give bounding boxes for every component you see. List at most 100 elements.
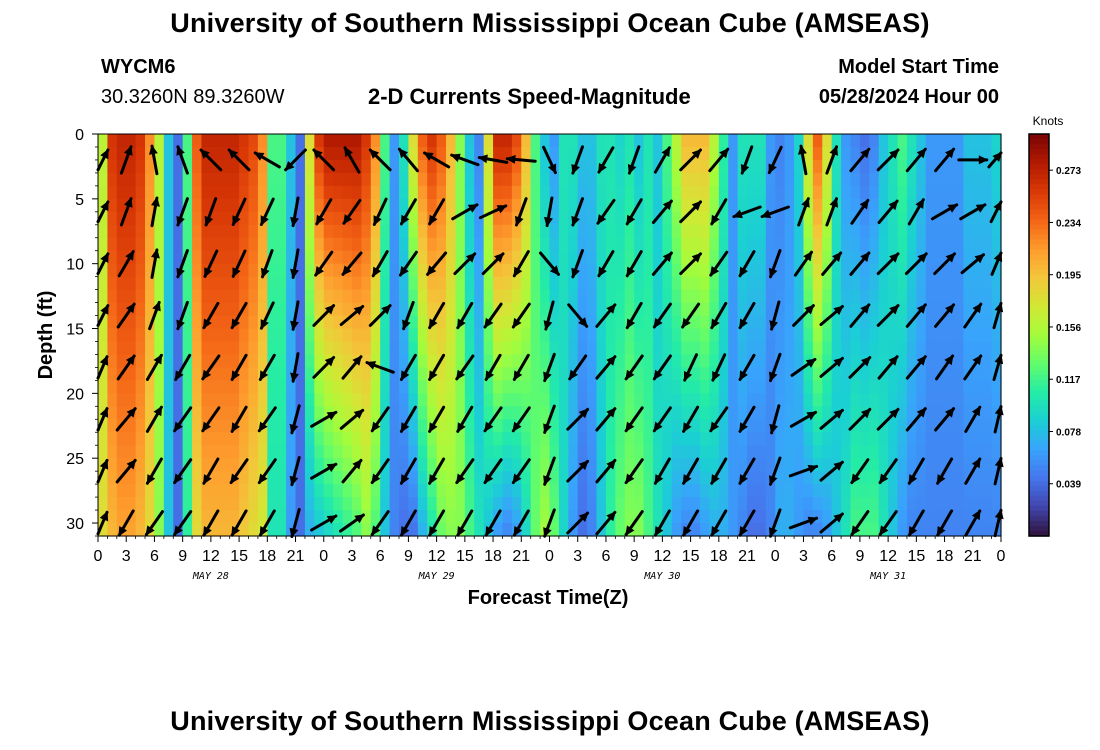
heatmap-cell: [671, 289, 682, 304]
heatmap-cell: [342, 134, 353, 148]
heatmap-cell: [822, 315, 833, 330]
heatmap-cell: [210, 341, 221, 356]
heatmap-cell: [859, 471, 870, 485]
heatmap-cell: [709, 380, 720, 394]
heatmap-cell: [775, 484, 786, 498]
heatmap-cell: [145, 354, 156, 369]
heatmap-cell: [389, 432, 400, 446]
heatmap-cell: [455, 354, 466, 369]
heatmap-cell: [888, 497, 899, 511]
heatmap-cell: [700, 302, 711, 317]
heatmap-cell: [323, 224, 334, 239]
heatmap-cell: [794, 198, 805, 213]
heatmap-cell: [192, 419, 203, 433]
heatmap-cell: [982, 354, 993, 369]
heatmap-cell: [558, 172, 569, 187]
heatmap-cell: [267, 172, 278, 187]
heatmap-cell: [775, 263, 786, 278]
heatmap-cell: [841, 432, 852, 446]
heatmap-cell: [549, 224, 560, 239]
heatmap-cell: [257, 302, 268, 317]
heatmap-cell: [286, 289, 297, 304]
heatmap-cell: [869, 276, 880, 291]
current-arrow: [819, 408, 844, 430]
heatmap-cell: [98, 211, 109, 226]
heatmap-cell: [963, 497, 974, 511]
heatmap-cell: [850, 289, 861, 304]
heatmap-cell: [521, 523, 532, 537]
heatmap-cell: [700, 406, 711, 420]
heatmap-cell: [549, 380, 560, 394]
x-tick-label: 6: [150, 548, 159, 565]
heatmap-cell: [878, 432, 889, 446]
current-arrow: [566, 511, 590, 535]
heatmap-cell: [822, 367, 833, 381]
heatmap-cell: [700, 250, 711, 265]
heatmap-cell: [361, 445, 372, 459]
current-arrow: [339, 305, 365, 326]
heatmap-cell: [267, 341, 278, 356]
heatmap-cell: [859, 419, 870, 433]
heatmap-cell: [116, 445, 127, 459]
date-label: MAY 30: [643, 571, 680, 582]
heatmap-cell: [286, 302, 297, 317]
colorbar-swatch: [1029, 249, 1049, 256]
heatmap-cell: [549, 198, 560, 213]
heatmap-cell: [577, 134, 588, 148]
heatmap-cell: [530, 276, 541, 291]
heatmap-cell: [643, 276, 654, 291]
heatmap-cell: [643, 458, 654, 472]
colorbar-tick-label: 0.273: [1056, 166, 1081, 177]
heatmap-cell: [991, 445, 1002, 459]
colorbar-swatch: [1029, 214, 1049, 221]
heatmap-cell: [897, 237, 908, 252]
heatmap-cell: [267, 432, 278, 446]
heatmap-cell: [624, 393, 635, 407]
heatmap-cell: [145, 211, 156, 226]
heatmap-cell: [634, 185, 645, 200]
current-arrow: [96, 407, 109, 432]
heatmap-cell: [267, 484, 278, 498]
heatmap-cell: [681, 406, 692, 420]
current-arrow: [905, 355, 927, 380]
heatmap-cell: [681, 211, 692, 226]
heatmap-cell: [822, 471, 833, 485]
colorbar-swatch: [1029, 450, 1049, 457]
heatmap-cell: [775, 393, 786, 407]
heatmap-cell: [145, 380, 156, 394]
heatmap-cell: [615, 523, 626, 537]
heatmap-cell: [446, 328, 457, 343]
heatmap-cell: [812, 406, 823, 420]
colorbar-swatch: [1029, 430, 1049, 437]
heatmap-cell: [436, 328, 447, 343]
heatmap-cell: [276, 406, 287, 420]
heatmap-cell: [370, 289, 381, 304]
heatmap-cell: [728, 380, 739, 394]
heatmap-cell: [794, 354, 805, 369]
heatmap-cell: [483, 302, 494, 317]
heatmap-cell: [982, 328, 993, 343]
heatmap-cell: [257, 224, 268, 239]
heatmap-cell: [690, 134, 701, 148]
heatmap-cell: [239, 276, 250, 291]
heatmap-cell: [784, 354, 795, 369]
heatmap-cell: [304, 380, 315, 394]
heatmap-cell: [314, 159, 325, 174]
heatmap-cell: [728, 354, 739, 369]
heatmap-cell: [596, 302, 607, 317]
current-arrow: [769, 456, 782, 486]
heatmap-cell: [671, 302, 682, 317]
heatmap-cell: [342, 341, 353, 356]
heatmap-cell: [822, 289, 833, 304]
heatmap-cell: [794, 341, 805, 356]
heatmap-cell: [380, 471, 391, 485]
heatmap-cell: [483, 250, 494, 265]
footer-title: University of Southern Mississippi Ocean…: [170, 706, 930, 736]
heatmap-cell: [464, 263, 475, 278]
heatmap-cell: [568, 237, 579, 252]
heatmap-cell: [333, 393, 344, 407]
heatmap-cell: [888, 276, 899, 291]
current-arrow: [258, 353, 276, 381]
heatmap-cell: [521, 172, 532, 187]
heatmap-cell: [737, 198, 748, 213]
